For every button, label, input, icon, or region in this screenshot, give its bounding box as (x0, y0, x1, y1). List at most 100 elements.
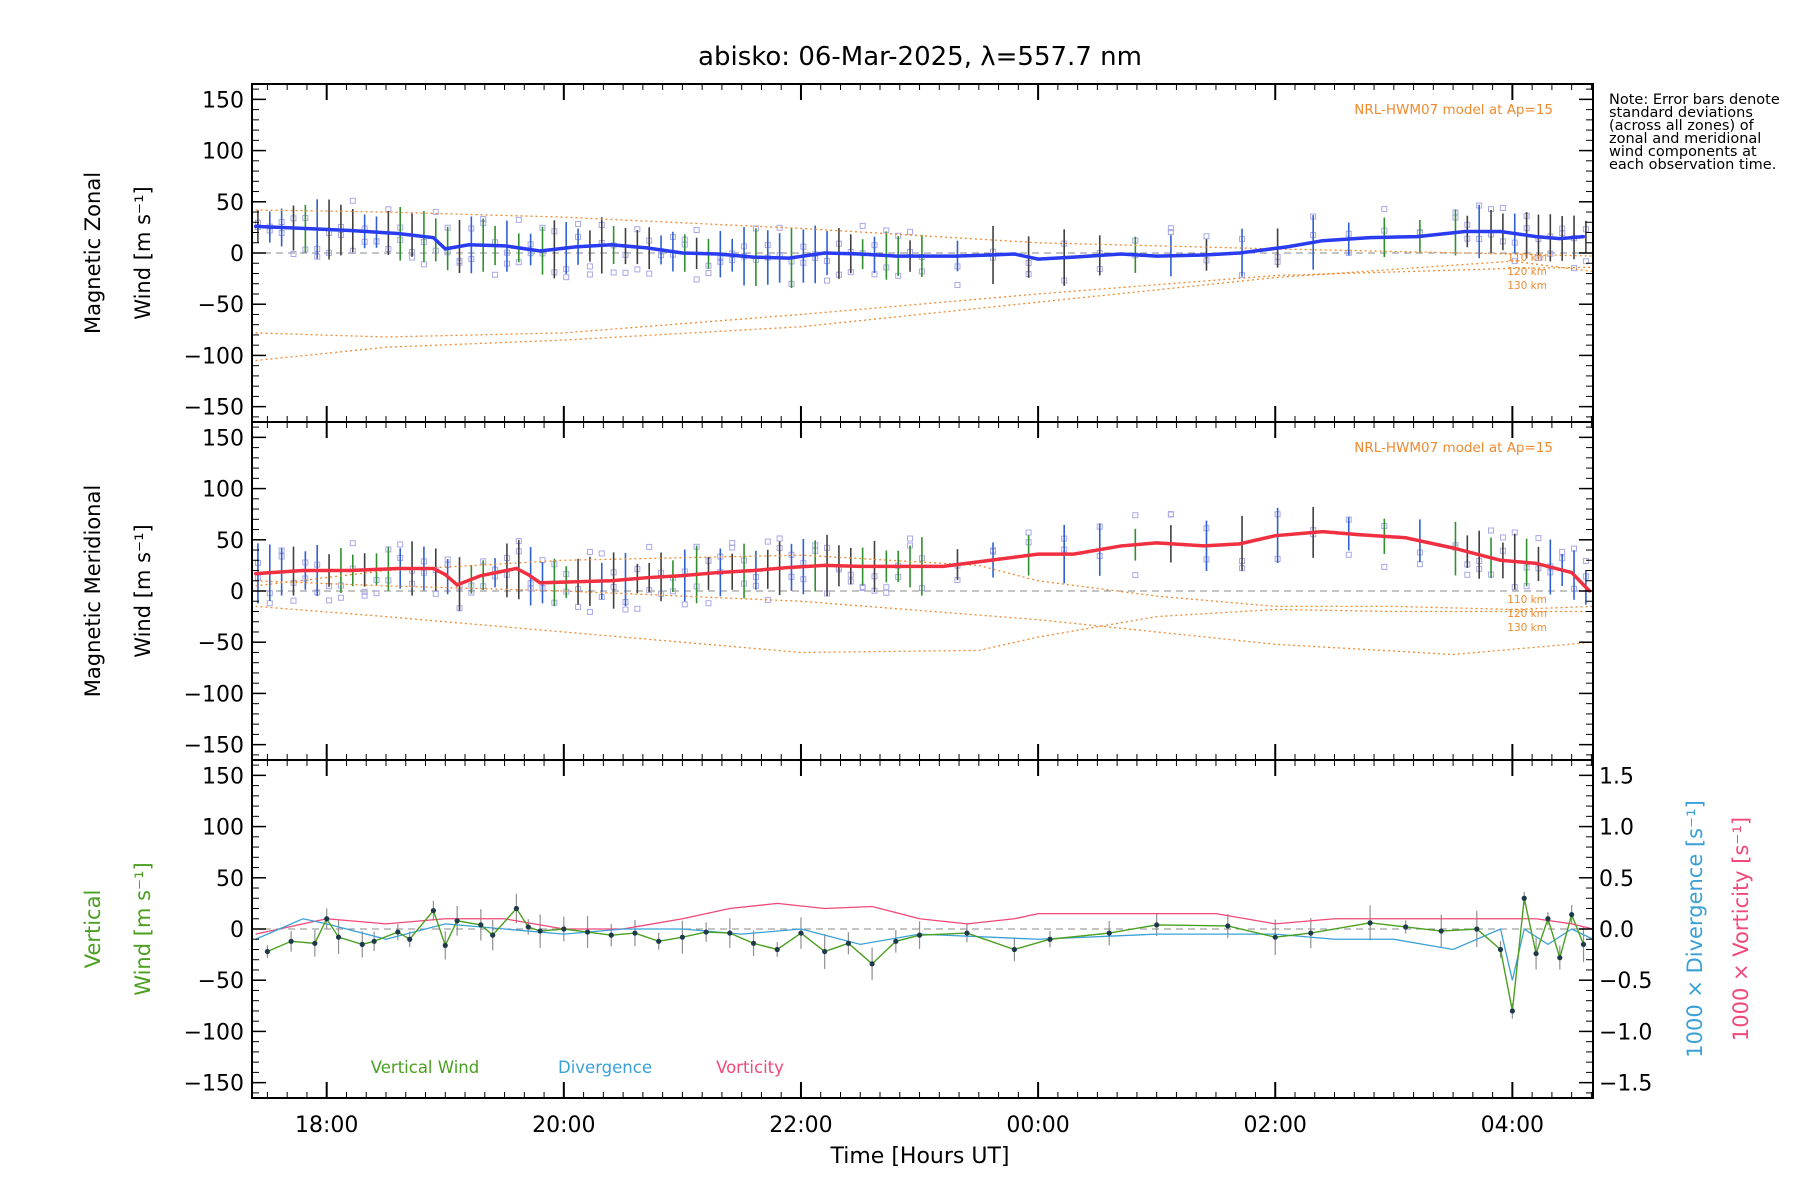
zonal-wind-point (894, 254, 898, 258)
vertical-wind-point (537, 928, 543, 934)
model-110km (255, 554, 1594, 611)
zone-sample (1381, 563, 1388, 570)
zonal-wind-point (431, 236, 436, 240)
y-axis-label: Wind [m s⁻¹] (131, 862, 155, 995)
panel-1: NRL-HWM07 model at Ap=15 110 km 120 km 130 … (81, 421, 1594, 761)
vertical-wind-point (1367, 920, 1373, 926)
vertical-wind-point (964, 930, 970, 936)
meridional-wind-point (858, 564, 862, 569)
meridional-wind-point (455, 583, 459, 587)
x-tick-label: 22:00 (769, 1113, 832, 1138)
vertical-wind-point (845, 940, 851, 946)
zonal-wind-point (787, 256, 791, 260)
zone-sample (1582, 557, 1589, 564)
vertical-wind-point (608, 932, 614, 938)
legend-item: Vertical Wind (371, 1058, 479, 1077)
zonal-wind-point (989, 253, 993, 257)
zone-sample (705, 600, 712, 607)
zone-sample (586, 271, 593, 278)
zonal-wind-point (574, 245, 578, 249)
y-tick-label: 100 (202, 478, 244, 503)
zone-sample (492, 271, 499, 278)
zone-sample (1499, 534, 1506, 541)
zone-sample (634, 605, 641, 612)
vertical-wind-point (359, 941, 365, 947)
meridional-wind-point (680, 574, 685, 578)
zone-sample (1488, 527, 1495, 534)
zone-sample (776, 535, 783, 542)
right-axis-label-vorticity: 1000 × Vorticity [s⁻¹] (1729, 817, 1753, 1041)
zonal-wind-line (255, 224, 1584, 261)
meridional-wind-point (479, 574, 483, 578)
zonal-wind-point (1155, 254, 1159, 258)
vertical-wind-point (893, 938, 899, 944)
zone-sample (1499, 204, 1506, 211)
y-tick-label: −100 (184, 682, 244, 707)
zone-sample (1464, 571, 1471, 578)
zone-sample (1132, 512, 1139, 519)
model-label: NRL-HWM07 model at Ap=15 (1354, 102, 1553, 118)
zonal-wind-point (1463, 229, 1467, 234)
zone-sample (693, 226, 700, 233)
zone-sample (764, 538, 771, 545)
y-tick-label: 50 (216, 867, 244, 892)
meridional-wind-point (1155, 541, 1159, 545)
meridional-wind-point (894, 564, 898, 569)
zone-sample (1345, 551, 1352, 558)
y-tick-label: 150 (202, 764, 244, 789)
vertical-wind-point (869, 961, 875, 967)
zone-sample (337, 594, 344, 601)
zonal-wind-point (443, 247, 447, 251)
zone-sample (575, 603, 582, 610)
vertical-wind-point (525, 924, 531, 930)
zonal-wind-point (645, 246, 649, 250)
zonal-wind-point (1321, 239, 1325, 243)
zone-sample (1559, 548, 1566, 555)
vertical-wind-point (371, 938, 377, 944)
zone-sample (586, 263, 593, 270)
x-tick-label: 20:00 (532, 1113, 595, 1138)
y-axis-label: Magnetic Zonal (81, 172, 105, 334)
zone-sample (1167, 225, 1174, 232)
x-tick-label: 00:00 (1006, 1113, 1069, 1138)
zone-sample (1381, 205, 1388, 212)
y-axis-label: Wind [m s⁻¹] (131, 186, 155, 319)
zonal-wind-point (953, 254, 957, 258)
y-tick-label: −150 (184, 1072, 244, 1097)
vertical-wind-point (1047, 936, 1053, 942)
meridional-wind-point (823, 563, 827, 567)
legend-item: Vorticity (716, 1058, 784, 1077)
altitude-label: 110 km (1507, 594, 1547, 606)
vertical-wind-point (442, 942, 448, 948)
zone-sample (646, 270, 653, 277)
right-tick-label: 1.5 (1599, 764, 1634, 789)
zone-sample (729, 544, 736, 551)
vertical-wind-point (1154, 922, 1160, 928)
x-axis-label: Time [Hours UT] (830, 1144, 1010, 1169)
y-axis-label: Vertical (81, 890, 105, 969)
vertical-wind-point (1580, 941, 1587, 947)
model-120km (255, 580, 1594, 656)
zonal-wind-point (348, 228, 353, 233)
vertical-wind-point (750, 940, 757, 946)
x-tick-label: 02:00 (1244, 1113, 1307, 1138)
zonal-wind-point (1534, 235, 1538, 239)
x-tick-label: 18:00 (295, 1113, 358, 1138)
meridional-wind-point (787, 565, 791, 570)
legend-item: Divergence (558, 1058, 652, 1077)
zone-sample (290, 597, 297, 604)
zone-sample (361, 588, 368, 595)
error-bar-note: Note: Error bars denote standard deviati… (1609, 92, 1780, 173)
panel-0: NRL-HWM07 model at Ap=15 110 km 120 km 130 … (81, 83, 1594, 423)
altitude-label: 110 km (1507, 252, 1547, 264)
zone-sample (515, 216, 522, 223)
zone-sample (432, 208, 439, 215)
right-tick-label: 1.0 (1599, 816, 1634, 841)
zonal-wind-point (609, 243, 613, 247)
meridional-wind-point (645, 576, 649, 580)
vertical-wind-point (632, 930, 638, 936)
meridional-wind-point (443, 573, 447, 577)
right-tick-label: 0.5 (1599, 867, 1634, 892)
vertical-wind-point (1533, 950, 1539, 957)
meridional-wind-point (253, 571, 258, 576)
